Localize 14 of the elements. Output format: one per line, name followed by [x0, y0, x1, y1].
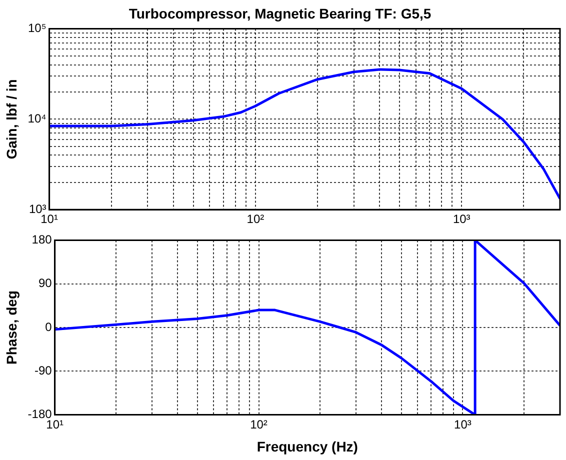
x-tick-label: 10³: [452, 212, 470, 226]
y-tick-label: -90: [34, 363, 52, 378]
chart-title: Turbocompressor, Magnetic Bearing TF: G5,5: [128, 5, 432, 22]
y-tick-label: 10⁵: [28, 21, 46, 36]
x-tick-label: 10²: [250, 417, 268, 432]
y-tick-label: 180: [32, 232, 52, 247]
x-axis-title: Frequency (Hz): [256, 438, 358, 454]
y-tick-label: 90: [38, 276, 52, 290]
x-tick-label: 10²: [246, 212, 264, 226]
y-tick-label: 10⁴: [28, 112, 46, 126]
x-tick-label: 10³: [454, 417, 472, 432]
y-axis-title: Gain, lbf / in: [3, 79, 20, 160]
y-tick-label: 0: [45, 320, 52, 334]
y-axis-title: Phase, deg: [3, 290, 20, 364]
